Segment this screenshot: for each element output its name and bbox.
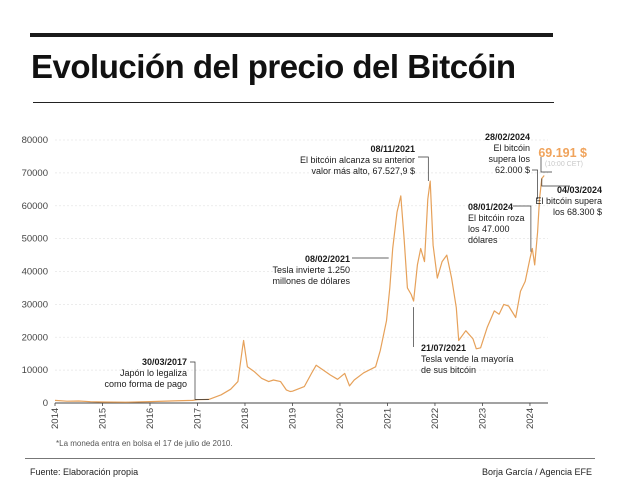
footer-rule xyxy=(25,458,595,459)
annotation-2024-jan-text: dólares xyxy=(468,235,498,245)
annotation-2021-nov-leader xyxy=(418,156,429,182)
x-tick-label: 2018 xyxy=(240,408,251,429)
x-tick-label: 2015 xyxy=(97,408,108,429)
y-tick-label: 50000 xyxy=(22,234,48,245)
x-tick-label: 2024 xyxy=(525,408,536,429)
annotation-2021-nov-date: 08/11/2021 xyxy=(370,144,415,154)
annotation-2024-feb-text: 62.000 $ xyxy=(495,165,530,175)
x-tick-label: 2014 xyxy=(50,408,61,429)
annotation-2021-nov-text: valor más alto, 67.527,9 $ xyxy=(311,166,415,176)
y-tick-label: 30000 xyxy=(22,299,48,310)
x-tick-label: 2023 xyxy=(477,408,488,429)
y-tick-label: 0 xyxy=(43,398,48,409)
x-tick-label: 2022 xyxy=(430,408,441,429)
footnote: *La moneda entra en bolsa el 17 de julio… xyxy=(56,439,233,448)
annotation-2017-text: Japón lo legaliza xyxy=(120,368,187,378)
annotation-2024-feb-leader xyxy=(532,169,538,200)
annotation-2024-feb-text: El bitcóin xyxy=(493,143,530,153)
source-text: Fuente: Elaboración propia xyxy=(30,467,139,477)
annotation-2024-jan-leader xyxy=(513,205,532,252)
y-tick-label: 80000 xyxy=(22,135,48,146)
annotation-2024-mar-leader xyxy=(541,178,570,187)
annotation-2017-leader xyxy=(190,361,209,400)
current-price-leader xyxy=(540,157,552,173)
title-underline xyxy=(33,102,554,103)
bitcoin-price-line xyxy=(54,175,545,403)
annotation-2021-feb-text: millones de dólares xyxy=(272,276,350,286)
page-title: Evolución del precio del Bitcóin xyxy=(31,48,516,85)
annotation-2024-mar-text: los 68.300 $ xyxy=(553,207,602,217)
x-tick-label: 2017 xyxy=(192,408,203,429)
current-price-value: 69.191 $ xyxy=(538,146,587,160)
annotation-2024-mar-date: 04/03/2024 xyxy=(557,185,602,195)
x-tick-label: 2021 xyxy=(382,408,393,429)
annotation-2024-jan-text: El bitcóin roza xyxy=(468,213,525,223)
annotation-2021-feb-date: 08/02/2021 xyxy=(305,254,350,264)
annotation-2021-nov-text: El bitcóin alcanza su anterior xyxy=(300,155,415,165)
credit-text: Borja García / Agencia EFE xyxy=(481,467,592,477)
x-tick-label: 2020 xyxy=(335,408,346,429)
y-tick-label: 60000 xyxy=(22,201,48,212)
x-tick-label: 2019 xyxy=(287,408,298,429)
annotation-2024-feb-text: supera los xyxy=(488,154,530,164)
current-price-time: (10:00 CET) xyxy=(545,161,583,168)
annotation-2017-date: 30/03/2017 xyxy=(142,357,187,367)
y-tick-label: 10000 xyxy=(22,365,48,376)
x-tick-label: 2016 xyxy=(145,408,156,429)
annotation-2021-jul-date: 21/07/2021 xyxy=(421,343,466,353)
annotation-2024-jan-text: los 47.000 xyxy=(468,224,510,234)
annotation-2017-text: como forma de pago xyxy=(104,379,187,389)
annotation-2024-feb-date: 28/02/2024 xyxy=(485,132,530,142)
annotation-2021-feb-text: Tesla invierte 1.250 xyxy=(272,265,350,275)
annotation-2024-jan-date: 08/01/2024 xyxy=(468,202,513,212)
annotation-2021-jul-text: Tesla vende la mayoría xyxy=(421,354,514,364)
annotation-2024-mar-text: El bitcóin supera xyxy=(535,196,602,206)
y-tick-label: 70000 xyxy=(22,168,48,179)
annotation-2021-jul-text: de sus bitcóin xyxy=(421,365,476,375)
top-rule xyxy=(30,33,553,37)
y-tick-label: 40000 xyxy=(22,267,48,278)
y-tick-label: 20000 xyxy=(22,332,48,343)
